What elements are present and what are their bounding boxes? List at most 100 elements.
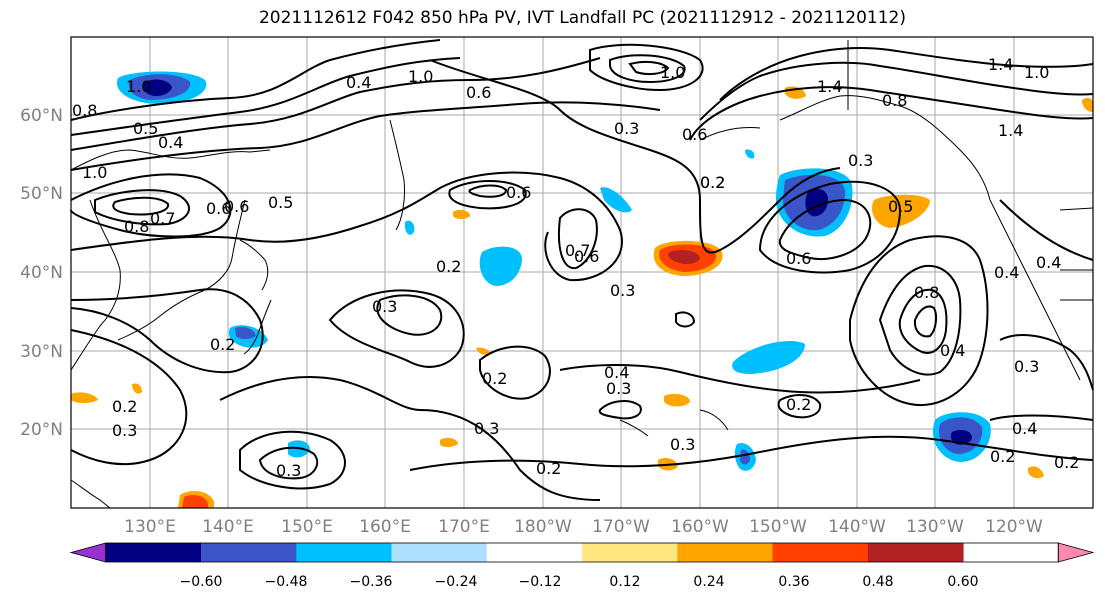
contour-label: 0.4 bbox=[940, 341, 965, 360]
lon-tick-label: 120°W bbox=[985, 517, 1043, 537]
colorbar-tick-label: 0.60 bbox=[947, 574, 978, 590]
contour-label: 0.4 bbox=[994, 263, 1019, 282]
contour-label: 0.3 bbox=[1014, 357, 1039, 376]
contour-label: 0.3 bbox=[614, 119, 639, 138]
contour-label: 0.3 bbox=[606, 379, 631, 398]
colorbar-tick-label: −0.12 bbox=[519, 574, 562, 590]
contour-label: 0.7 bbox=[565, 241, 590, 260]
colorbar-segment bbox=[391, 543, 488, 562]
contour-label: 1.4 bbox=[998, 121, 1023, 140]
lon-tick-label: 150°E bbox=[281, 517, 333, 537]
contour-label: 0.6 bbox=[466, 83, 491, 102]
contour-label: 0.5 bbox=[133, 119, 158, 138]
contour-label: 1.0 bbox=[126, 77, 151, 96]
lat-tick-label: 20°N bbox=[20, 420, 63, 440]
contour-label: 0.6 bbox=[224, 197, 249, 216]
lon-tick-label: 170°W bbox=[592, 517, 650, 537]
colorbar-segment bbox=[867, 543, 964, 562]
colorbar-segment bbox=[582, 543, 678, 562]
contour-label: 0.3 bbox=[610, 281, 635, 300]
colorbar-tick-label: −0.60 bbox=[180, 574, 223, 590]
contour-label: 0.8 bbox=[124, 217, 149, 236]
contour-label: 0.3 bbox=[848, 151, 873, 170]
colorbar-segment bbox=[486, 543, 583, 562]
contour-label: 0.5 bbox=[888, 197, 913, 216]
colorbar-tick-label: −0.36 bbox=[350, 574, 393, 590]
contour-label: 0.8 bbox=[72, 101, 97, 120]
contour-label: 0.4 bbox=[1036, 253, 1061, 272]
lat-tick-label: 50°N bbox=[20, 184, 63, 204]
contour-label: 0.3 bbox=[474, 419, 499, 438]
colorbar bbox=[69, 542, 1095, 563]
lon-tick-label: 160°E bbox=[359, 517, 411, 537]
map-title: 2021112612 F042 850 hPa PV, IVT Landfall… bbox=[258, 8, 906, 28]
contour-label: 0.2 bbox=[1054, 453, 1079, 472]
colorbar-segment bbox=[772, 543, 869, 562]
colorbar-tick-label: 0.12 bbox=[609, 574, 640, 590]
contour-label: 1.0 bbox=[82, 163, 107, 182]
contour-label: 0.2 bbox=[482, 369, 507, 388]
lon-axis: 130°E 140°E 150°E 160°E 170°E 180°W 170°… bbox=[124, 517, 1043, 537]
colorbar-segment bbox=[296, 543, 393, 562]
colorbar-extend-low bbox=[69, 542, 107, 563]
colorbar-tick-label: 0.48 bbox=[862, 574, 893, 590]
contour-label: 0.6 bbox=[206, 199, 231, 218]
contour-label: 1.4 bbox=[988, 55, 1013, 74]
contour-label: 0.8 bbox=[882, 91, 907, 110]
contour-label: 0.2 bbox=[112, 397, 137, 416]
contour-label: 0.2 bbox=[700, 173, 725, 192]
contour-label: 0.4 bbox=[604, 363, 629, 382]
contour-label: 0.7 bbox=[150, 209, 175, 228]
pv-contours bbox=[70, 39, 1094, 501]
colorbar-tick-label: 0.36 bbox=[778, 574, 809, 590]
lon-tick-label: 170°E bbox=[438, 517, 490, 537]
coastlines bbox=[70, 40, 1094, 509]
contour-label: 0.4 bbox=[346, 73, 371, 92]
map-frame bbox=[70, 36, 1094, 509]
colorbar-labels: −0.60 −0.48 −0.36 −0.24 −0.12 0.12 0.24 … bbox=[180, 574, 979, 590]
contour-label: 0.2 bbox=[990, 447, 1015, 466]
lon-tick-label: 160°W bbox=[671, 517, 729, 537]
shaded-anomalies bbox=[71, 71, 1093, 508]
contour-label: 0.3 bbox=[670, 435, 695, 454]
colorbar-tick-label: −0.24 bbox=[435, 574, 478, 590]
contour-label: 0.5 bbox=[268, 193, 293, 212]
colorbar-segment bbox=[105, 543, 202, 562]
lat-axis: 60°N 50°N 40°N 30°N 20°N bbox=[20, 106, 63, 440]
lon-tick-label: 140°W bbox=[828, 517, 886, 537]
contour-label: 0.2 bbox=[536, 459, 561, 478]
contour-label: 0.3 bbox=[112, 421, 137, 440]
contour-labels: 1.0 0.8 0.5 0.4 1.0 0.8 0.6 0.7 0.5 0.6 … bbox=[72, 55, 1079, 480]
contour-label: 1.4 bbox=[817, 77, 842, 96]
contour-label: 0.6 bbox=[506, 183, 531, 202]
contour-label: 0.2 bbox=[786, 395, 811, 414]
colorbar-extend-high bbox=[1057, 542, 1095, 563]
contour-label: 0.3 bbox=[372, 297, 397, 316]
lon-tick-label: 150°W bbox=[749, 517, 807, 537]
contour-label: 1.0 bbox=[1024, 63, 1049, 82]
colorbar-segment bbox=[677, 543, 774, 562]
contour-label: 0.6 bbox=[786, 249, 811, 268]
contour-label: 1.0 bbox=[408, 67, 433, 86]
lon-tick-label: 130°W bbox=[906, 517, 964, 537]
contour-label: 0.3 bbox=[276, 461, 301, 480]
map-panel: 1.0 0.8 0.5 0.4 1.0 0.8 0.6 0.7 0.5 0.6 … bbox=[70, 36, 1094, 509]
lon-tick-label: 130°E bbox=[124, 517, 176, 537]
contour-label: 0.6 bbox=[682, 125, 707, 144]
colorbar-tick-label: −0.48 bbox=[265, 574, 308, 590]
lon-tick-label: 180°W bbox=[514, 517, 572, 537]
contour-label: 0.4 bbox=[158, 133, 183, 152]
contour-label: 0.2 bbox=[210, 335, 235, 354]
contour-label: 0.4 bbox=[1012, 419, 1037, 438]
colorbar-border bbox=[105, 542, 1059, 563]
lon-tick-label: 140°E bbox=[202, 517, 254, 537]
contour-label: 0.6 bbox=[574, 247, 599, 266]
colorbar-segment bbox=[201, 543, 297, 562]
lat-tick-label: 30°N bbox=[20, 342, 63, 362]
contour-label: 0.2 bbox=[700, 173, 725, 192]
contour-label: 0.2 bbox=[436, 257, 461, 276]
colorbar-tick-label: 0.24 bbox=[693, 574, 724, 590]
contour-label: 1.0 bbox=[660, 63, 685, 82]
contour-label: 0.8 bbox=[914, 283, 939, 302]
